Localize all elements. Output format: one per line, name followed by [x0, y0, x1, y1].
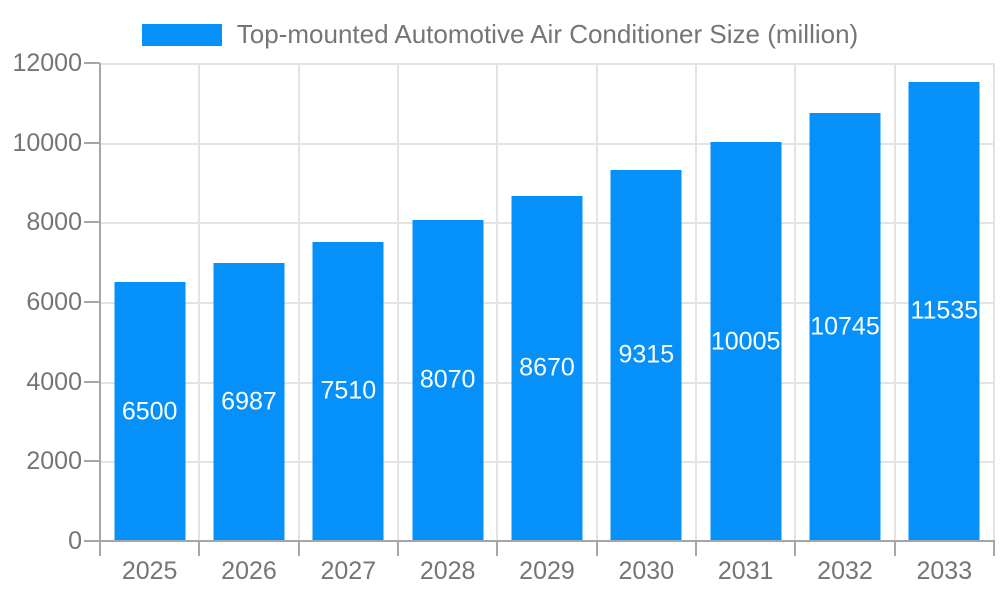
- bar-slot-2026: 6987: [199, 63, 298, 541]
- y-tick-label-2000: 2000: [26, 447, 82, 476]
- plot-area: 6500 6987 7510 8070 8670 9315 10005 10745 11535: [100, 63, 995, 541]
- gridline-vertical-1: [198, 63, 201, 541]
- bar-value-label-2029: 8670: [519, 353, 575, 382]
- x-tick-label-2027: 2027: [320, 557, 377, 585]
- x-tick-label-2029: 2029: [519, 557, 575, 585]
- gridline-vertical-7: [794, 63, 797, 541]
- x-tick-mark-8: [893, 541, 896, 556]
- gridline-vertical-2: [297, 63, 300, 541]
- bar-2031[interactable]: 10005: [710, 142, 782, 541]
- x-tick-label-2032: 2032: [817, 557, 873, 585]
- bar-slot-2027: 7510: [299, 63, 398, 541]
- y-tick-mark-8000: [84, 221, 100, 224]
- x-tick-mark-0: [99, 541, 101, 556]
- bar-slot-2032: 10745: [795, 63, 894, 541]
- bar-slot-2029: 8670: [497, 63, 596, 541]
- bar-2033[interactable]: 11535: [908, 81, 980, 541]
- bar-2027[interactable]: 7510: [312, 241, 384, 541]
- x-tick-mark-1: [198, 541, 201, 556]
- bar-2026[interactable]: 6987: [213, 262, 285, 541]
- y-tick-label-10000: 10000: [12, 128, 82, 157]
- gridline-vertical-8: [893, 63, 896, 541]
- x-tick-mark-4: [496, 541, 499, 556]
- legend-swatch: [141, 23, 222, 46]
- x-axis-line: [99, 540, 995, 542]
- legend-label: Top-mounted Automotive Air Conditioner S…: [236, 19, 859, 49]
- y-tick-label-4000: 4000: [26, 367, 82, 396]
- bar-value-label-2032: 10745: [810, 312, 880, 341]
- y-axis-line: [99, 63, 101, 542]
- bar-2025[interactable]: 6500: [114, 282, 186, 541]
- x-tick-label-2033: 2033: [916, 557, 973, 585]
- gridline-horizontal-12000: [100, 63, 994, 65]
- bar-value-label-2031: 10005: [710, 327, 781, 356]
- x-tick-mark-2: [297, 541, 300, 556]
- gridline-horizontal-10000: [100, 142, 994, 145]
- bar-2032[interactable]: 10745: [809, 113, 881, 541]
- x-tick-mark-5: [595, 541, 598, 556]
- gridline-vertical-4: [496, 63, 499, 541]
- x-tick-label-2026: 2026: [221, 557, 277, 585]
- bar-2030[interactable]: 9315: [610, 169, 682, 541]
- y-tick-mark-0: [84, 540, 100, 542]
- bar-value-label-2030: 9315: [618, 340, 675, 369]
- bar-slot-2028: 8070: [398, 63, 497, 541]
- x-tick-mark-6: [695, 541, 697, 556]
- y-tick-mark-2000: [84, 460, 100, 463]
- bar-2028[interactable]: 8070: [412, 219, 484, 541]
- bar-slot-2025: 6500: [100, 63, 199, 541]
- gridline-vertical-9: [993, 63, 995, 541]
- bar-value-label-2033: 11535: [910, 296, 979, 325]
- y-tick-label-0: 0: [68, 527, 82, 555]
- y-tick-mark-4000: [84, 380, 100, 383]
- y-tick-label-6000: 6000: [26, 288, 82, 316]
- gridline-vertical-5: [595, 63, 598, 541]
- x-tick-mark-9: [993, 541, 995, 556]
- y-tick-label-12000: 12000: [12, 49, 82, 77]
- y-tick-label-8000: 8000: [26, 208, 82, 237]
- y-tick-mark-6000: [84, 301, 100, 303]
- x-tick-label-2030: 2030: [618, 557, 675, 585]
- legend[interactable]: Top-mounted Automotive Air Conditioner S…: [0, 19, 1000, 50]
- x-tick-label-2025: 2025: [121, 557, 178, 585]
- x-tick-mark-3: [397, 541, 399, 556]
- x-tick-label-2031: 2031: [717, 557, 774, 585]
- bar-value-label-2026: 6987: [221, 387, 277, 416]
- bar-2029[interactable]: 8670: [511, 195, 583, 541]
- bar-value-label-2025: 6500: [121, 397, 178, 426]
- y-tick-mark-12000: [84, 62, 100, 64]
- x-tick-label-2028: 2028: [419, 557, 476, 585]
- y-tick-mark-10000: [84, 141, 100, 144]
- x-tick-mark-7: [794, 541, 797, 556]
- bar-slot-2033: 11535: [895, 63, 994, 541]
- gridline-vertical-3: [396, 63, 399, 541]
- bar-value-label-2027: 7510: [320, 376, 377, 405]
- bar-slot-2030: 9315: [597, 63, 696, 541]
- gridline-vertical-6: [694, 63, 697, 541]
- bar-value-label-2028: 8070: [419, 365, 476, 394]
- bar-slot-2031: 10005: [696, 63, 795, 541]
